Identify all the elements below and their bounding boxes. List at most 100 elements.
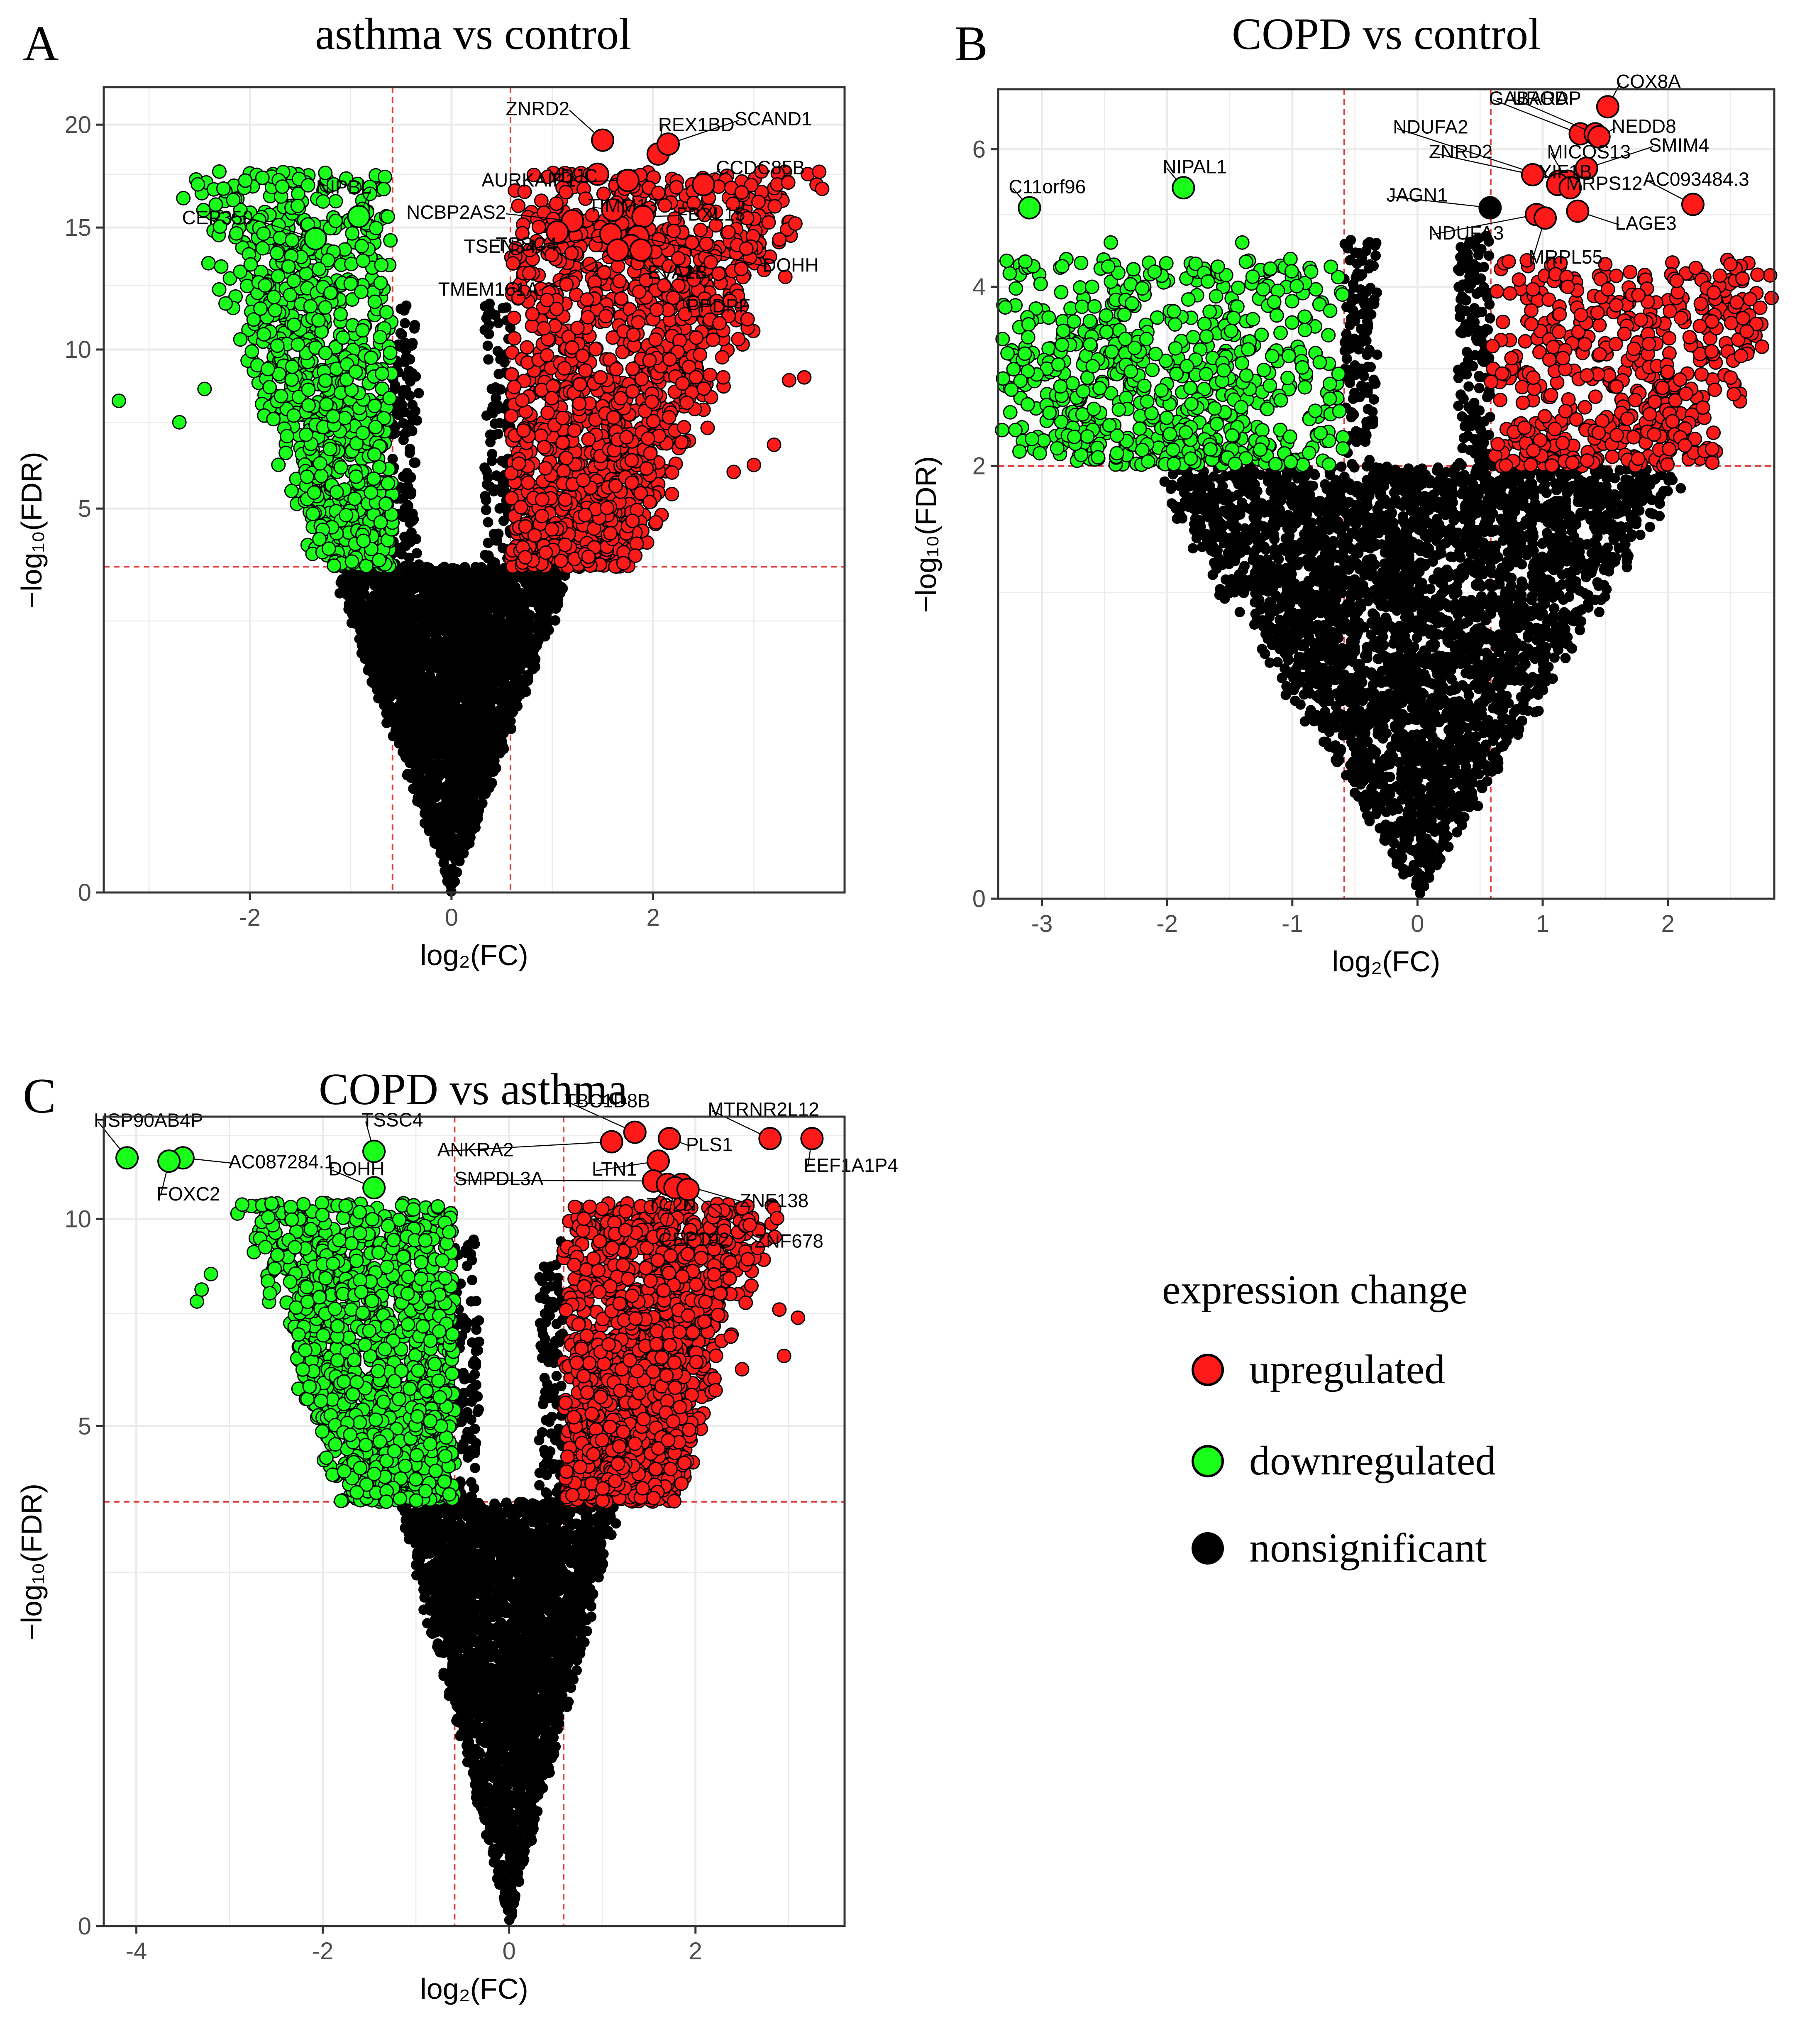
gene-point [272,458,285,472]
gene-point [245,345,259,358]
gene-point [414,389,423,398]
gene-point [518,633,527,642]
gene-point [434,822,443,831]
gene-point [613,274,626,288]
gene-point [537,322,551,335]
gene-point [428,774,437,783]
gene-point [374,685,383,694]
gene-point [461,820,470,829]
gene-point [456,751,465,760]
gene-point [488,450,497,459]
gene-point [404,631,413,640]
gene-point [415,776,424,785]
gene-point [329,214,342,227]
gene-point [349,470,363,483]
gene-point [319,301,332,314]
gene-point [517,622,526,631]
gene-point [302,383,315,396]
gene-point [483,627,492,636]
gene-point [400,532,409,541]
gene-point [658,199,672,212]
gene-point [401,604,410,613]
gene-point [308,486,321,499]
gene-point [410,324,419,333]
gene-point [403,482,413,491]
gene-point [468,804,477,814]
gene-point [598,266,611,279]
gene-point [312,314,325,327]
gene-point [525,614,534,623]
gene-point [460,778,469,787]
gene-point [173,416,186,429]
gene-point [304,300,317,313]
gene-point [396,408,405,417]
gene-point [395,588,404,597]
gene-point [377,183,390,196]
gene-point [486,668,496,677]
gene-point [492,724,501,733]
gene-point [501,711,510,720]
gene-point [191,178,205,191]
gene-point [481,496,491,505]
gene-point [464,751,474,760]
gene-point [405,355,415,364]
gene-point [528,574,537,583]
gene-point [257,227,270,240]
gene-point [485,299,494,308]
gene-point [441,838,450,847]
gene-point [407,341,416,350]
gene-point [490,430,499,440]
gene-point [579,364,592,377]
gene-point [413,757,422,766]
gene-point [383,577,392,586]
gene-point [474,586,483,595]
gene-point [364,665,373,675]
gene-point [384,234,397,247]
gene-point [625,454,638,467]
gene-point [813,165,826,178]
gene-point [408,369,417,378]
gene-point [552,583,561,592]
gene-point [443,877,452,886]
gene-point [383,676,393,685]
gene-point [535,493,549,506]
gene-point [291,199,304,213]
gene-point [482,480,491,489]
gene-point [451,579,460,588]
gene-point [508,652,517,661]
gene-point [438,663,447,672]
gene-point [345,555,359,568]
gene-point [463,643,472,652]
gene-point [287,409,300,422]
gene-point [401,561,410,570]
gene-point [505,368,518,381]
gene-point [491,689,500,699]
gene-point [286,234,299,247]
gene-point [523,267,536,280]
gene-point [476,598,485,607]
gene-point [320,398,333,411]
gene-point [357,603,366,612]
gene-point [505,601,514,611]
gene-point [430,745,439,754]
gene-point [532,220,545,234]
gene-point [444,746,453,755]
gene-point [440,578,449,587]
gene-point [356,324,369,337]
gene-point [281,430,294,443]
gene-point [319,374,332,387]
gene-point [379,497,392,511]
gene-point [477,689,486,698]
gene-point [306,507,320,521]
gene-point [212,283,226,296]
gene-point [583,257,596,271]
gene-point [365,625,374,634]
gene-point [212,165,226,178]
gene-point [428,658,437,667]
gene-point [367,643,376,653]
gene-point [291,338,305,351]
gene-point [356,426,369,440]
gene-point [470,769,479,778]
